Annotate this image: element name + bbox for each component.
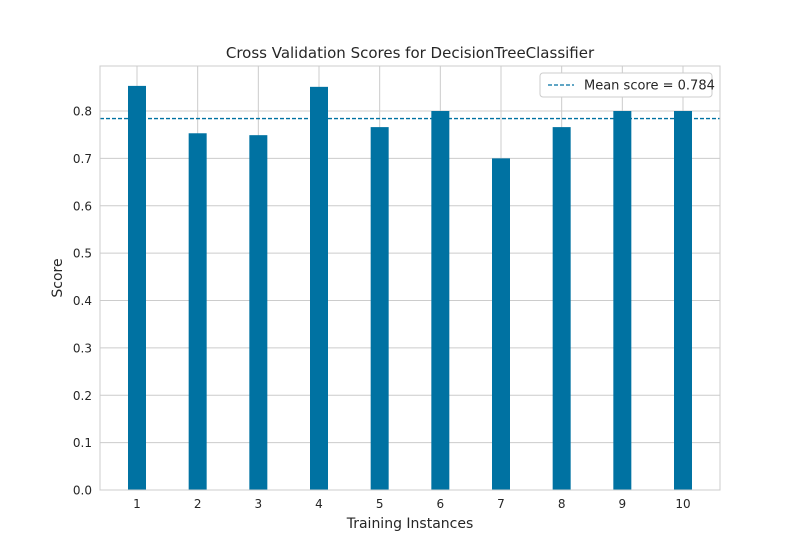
bar-2	[188, 133, 207, 490]
bar-5	[370, 127, 389, 490]
x-tick-label: 1	[133, 497, 141, 511]
legend: Mean score = 0.784	[539, 72, 715, 98]
legend-mean-label: Mean score = 0.784	[584, 79, 715, 94]
y-tick-label: 0.8	[73, 105, 92, 119]
y-tick-labels: 0.0 0.1 0.2 0.3 0.4 0.5 0.6 0.7 0.8	[73, 105, 92, 498]
x-tick-label: 4	[315, 497, 323, 511]
bar-6	[431, 111, 450, 490]
chart-title: Cross Validation Scores for DecisionTree…	[226, 44, 595, 62]
bar-3	[249, 135, 268, 490]
bar-10	[674, 111, 692, 490]
x-tick-label: 5	[376, 497, 384, 511]
y-axis-label: Score	[50, 258, 66, 297]
x-tick-labels: 1 2 3 4 5 6 7 8 9 10	[133, 497, 690, 511]
x-tick-label: 6	[437, 497, 445, 511]
y-tick-label: 0.3	[73, 341, 92, 355]
y-tick-label: 0.2	[73, 389, 92, 403]
bar-4	[310, 86, 328, 490]
x-tick-label: 8	[558, 497, 566, 511]
x-tick-label: 10	[675, 497, 690, 511]
y-tick-label: 0.1	[73, 436, 92, 450]
bar-1	[128, 85, 146, 490]
y-tick-label: 0.0	[73, 484, 92, 498]
x-tick-label: 3	[255, 497, 263, 511]
axes-frame	[99, 65, 721, 491]
bar-8	[552, 127, 571, 490]
x-tick-label: 9	[619, 497, 627, 511]
bar-9	[613, 111, 632, 490]
bar-7	[492, 158, 510, 490]
x-tick-label: 7	[497, 497, 505, 511]
x-tick-label: 2	[194, 497, 202, 511]
y-tick-label: 0.4	[73, 294, 92, 308]
legend-box	[539, 72, 713, 98]
x-axis-label: Training Instances	[346, 516, 474, 532]
y-tick-label: 0.5	[73, 247, 92, 261]
y-tick-label: 0.6	[73, 199, 92, 213]
y-tick-label: 0.7	[73, 152, 92, 166]
bars	[128, 85, 692, 490]
